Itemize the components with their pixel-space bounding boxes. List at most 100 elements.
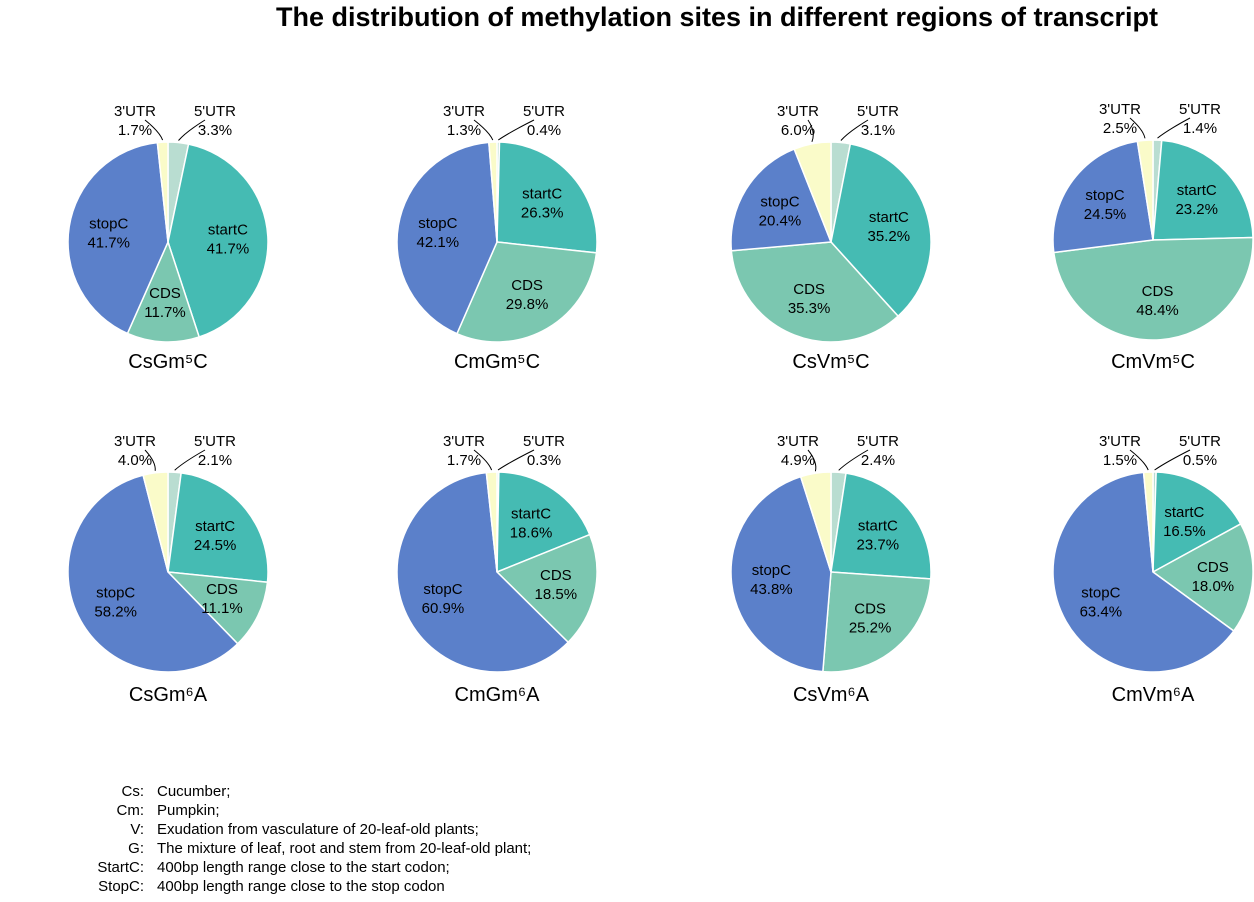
pie-slice-3utr: [488, 141, 498, 243]
legend-key: Cs:: [121, 783, 145, 800]
legend-key: V:: [130, 821, 144, 838]
slice-label-cds: CDS 11.7%: [144, 285, 185, 321]
pie-slice-cds: [1052, 236, 1254, 341]
slice-label-startc: startC 18.6%: [510, 506, 553, 542]
pie-slice-startc: [167, 143, 269, 338]
pie-title: CmGm⁶A: [455, 684, 541, 706]
slice-label-startc: startC 26.3%: [521, 186, 564, 222]
slice-label-5utr: 5'UTR 0.5%: [1179, 433, 1221, 469]
slice-label-5utr: 5'UTR 0.3%: [523, 433, 565, 469]
slice-label-cds: CDS 18.0%: [1192, 559, 1235, 595]
slice-label-3utr: 3'UTR 2.5%: [1099, 101, 1141, 137]
pie-chart: 5'UTR 1.4% startC 23.2% CDS 48.4% stopC 24.5% 3'…: [1052, 101, 1254, 373]
slice-label-stopc: stopC 24.5%: [1084, 187, 1127, 223]
pie-slice-3utr: [485, 471, 498, 573]
pie-slice-cds: [1151, 522, 1254, 633]
leader-line: [497, 449, 535, 471]
pie-chart: 5'UTR 2.1% startC 24.5% CDS 11.1% stopC 58.2% 3'…: [67, 433, 269, 706]
slice-label-3utr: 3'UTR 1.7%: [443, 433, 485, 469]
pie-slice-stopc: [67, 141, 169, 335]
pie-title: CmVm⁵C: [1111, 351, 1195, 373]
pie-chart: 5'UTR 3.3% startC 41.7% CDS 11.7% stopC 41.7% 3'…: [67, 103, 269, 373]
slice-label-startc: startC 41.7%: [207, 222, 250, 258]
pie-slice-startc: [496, 141, 598, 254]
legend-key: StopC:: [98, 878, 144, 895]
slice-label-stopc: stopC 60.9%: [422, 581, 465, 617]
slice-label-startc: startC 35.2%: [868, 209, 911, 245]
pie-slice-3utr: [793, 141, 832, 243]
legend-desc: Exudation from vasculature of 20-leaf-ol…: [157, 821, 479, 838]
leader-line: [178, 119, 206, 141]
pie-slice-3utr: [1136, 139, 1154, 241]
pie-slice-stopc: [730, 148, 833, 252]
slice-label-cds: CDS 48.4%: [1136, 283, 1179, 319]
legend-row: StartC: 400bp length range close to the …: [60, 858, 531, 877]
slice-label-cds: CDS 11.1%: [201, 581, 242, 617]
pie-slice-startc: [1152, 471, 1242, 574]
pie-slice-stopc: [396, 471, 570, 673]
pie-chart: 5'UTR 2.4% startC 23.7% CDS 25.2% stopC 43.8% 3'…: [730, 433, 932, 706]
slice-label-3utr: 3'UTR 4.0%: [114, 433, 156, 469]
leader-line: [838, 449, 869, 471]
pie-chart: 5'UTR 0.3% startC 18.6% CDS 18.5% stopC 60.9% 3'…: [396, 433, 598, 706]
slice-label-3utr: 3'UTR 4.9%: [777, 433, 819, 469]
leader-line: [1157, 117, 1191, 139]
slice-label-stopc: stopC 58.2%: [94, 584, 137, 620]
slice-label-3utr: 3'UTR 1.7%: [114, 103, 156, 139]
slice-label-5utr: 5'UTR 3.1%: [857, 103, 899, 139]
pie-slice-startc: [1152, 139, 1254, 241]
leader-line: [473, 119, 494, 141]
legend-desc: 400bp length range close to the start co…: [157, 859, 450, 876]
legend-row: Cm: Pumpkin;: [60, 801, 531, 820]
pie-slice-3utr: [142, 471, 169, 573]
pie-slice-stopc: [396, 141, 498, 335]
pie-slice-stopc: [1052, 471, 1235, 673]
pie-slice-startc: [830, 472, 932, 580]
pie-slice-cds: [822, 571, 932, 673]
slice-label-startc: startC 16.5%: [1163, 504, 1206, 540]
pie-title: CmVm⁶A: [1112, 684, 1195, 706]
pie-slice-cds: [495, 533, 598, 644]
legend-desc: Pumpkin;: [157, 802, 220, 819]
leader-line: [174, 449, 206, 471]
legend-row: V: Exudation from vasculature of 20-leaf…: [60, 820, 531, 839]
legend-desc: The mixture of leaf, root and stem from …: [157, 840, 532, 857]
abbreviation-legend: Cs: Cucumber; Cm: Pumpkin; V: Exudation …: [60, 782, 531, 896]
pie-slice-cds: [730, 241, 900, 343]
legend-key: Cm:: [116, 802, 145, 819]
slice-label-stopc: stopC 63.4%: [1080, 585, 1123, 621]
leader-line: [1129, 449, 1149, 471]
legend-row: G: The mixture of leaf, root and stem fr…: [60, 839, 531, 858]
slice-label-stopc: stopC 41.7%: [87, 216, 130, 252]
slice-label-stopc: stopC 20.4%: [759, 193, 802, 229]
pie-slice-stopc: [67, 474, 239, 673]
leader-line: [807, 119, 814, 142]
leader-line: [144, 119, 164, 141]
slice-label-5utr: 5'UTR 2.1%: [194, 433, 236, 469]
slice-label-5utr: 5'UTR 2.4%: [857, 433, 899, 469]
leader-line: [840, 119, 869, 141]
slice-label-cds: CDS 18.5%: [535, 567, 578, 603]
pie-slice-cds: [166, 571, 269, 645]
pie-title: CsGm⁵C: [128, 351, 207, 373]
pie-slice-3utr: [799, 471, 832, 573]
slice-label-stopc: stopC 42.1%: [417, 215, 460, 251]
pie-slice-3utr: [1142, 471, 1154, 573]
legend-desc: Cucumber;: [157, 783, 231, 800]
pie-slice-startc: [167, 472, 269, 584]
legend-key: StartC:: [97, 859, 144, 876]
slice-label-5utr: 5'UTR 0.4%: [523, 103, 565, 139]
pie-title: CsVm⁶A: [793, 684, 870, 706]
slice-label-3utr: 3'UTR 1.5%: [1099, 433, 1141, 469]
legend-row: Cs: Cucumber;: [60, 782, 531, 801]
pie-title: CmGm⁵C: [454, 351, 540, 373]
pie-chart: 5'UTR 0.4% startC 26.3% CDS 29.8% stopC 42.1% 3'…: [396, 103, 598, 373]
slice-label-startc: startC 23.7%: [857, 517, 900, 553]
leader-line: [807, 449, 817, 472]
slice-label-cds: CDS 35.3%: [788, 281, 831, 317]
slice-label-startc: startC 24.5%: [194, 518, 237, 554]
pie-chart: 5'UTR 0.5% startC 16.5% CDS 18.0% stopC 63.4% 3'…: [1052, 433, 1254, 706]
pie-chart: 5'UTR 3.1% startC 35.2% CDS 35.3% stopC 20.4% 3'…: [730, 103, 932, 373]
pie-slice-cds: [126, 239, 201, 343]
slice-label-5utr: 5'UTR 3.3%: [194, 103, 236, 139]
